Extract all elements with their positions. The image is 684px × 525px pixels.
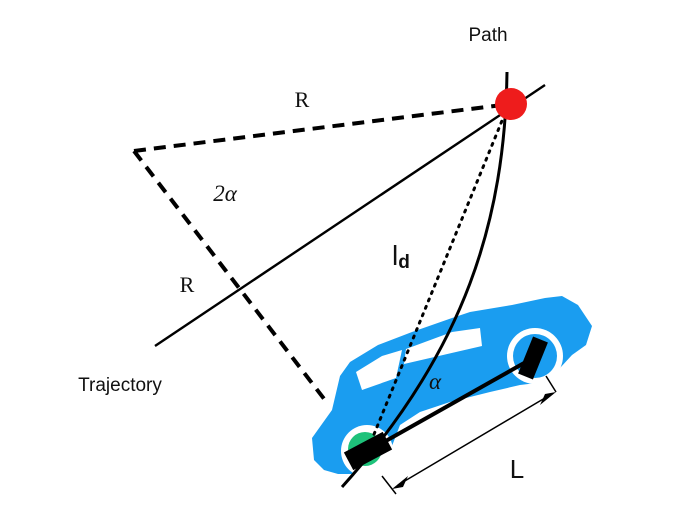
label-trajectory: Trajectory — [78, 375, 162, 396]
label-two-alpha: 2α — [213, 181, 238, 206]
trajectory-line — [154, 84, 546, 347]
goal-point — [495, 88, 527, 120]
lookahead-line — [366, 104, 510, 451]
label-lookahead: ld — [392, 240, 410, 273]
wheelbase-line — [367, 356, 534, 453]
wheelbase-arrow-start — [392, 476, 408, 489]
wheelbase-dimension-line — [397, 394, 551, 486]
wheelbase-ext-front — [545, 375, 557, 393]
path-curve — [340, 71, 509, 489]
radius-line-top — [133, 102, 511, 153]
label-radius-top: R — [295, 87, 310, 112]
label-wheelbase: L — [510, 454, 524, 484]
car-rear-window — [356, 350, 402, 390]
radius-line-left — [132, 149, 330, 406]
label-alpha: α — [429, 369, 442, 394]
wheelbase-ext-rear — [381, 475, 397, 495]
label-lookahead-main: l — [392, 240, 398, 271]
label-lookahead-sub: d — [398, 252, 410, 273]
rear-wheel — [343, 431, 393, 471]
label-path: Path — [468, 25, 507, 46]
label-radius-left: R — [180, 272, 195, 297]
front-wheel — [518, 336, 548, 380]
wheelbase-arrow-end — [540, 392, 556, 405]
